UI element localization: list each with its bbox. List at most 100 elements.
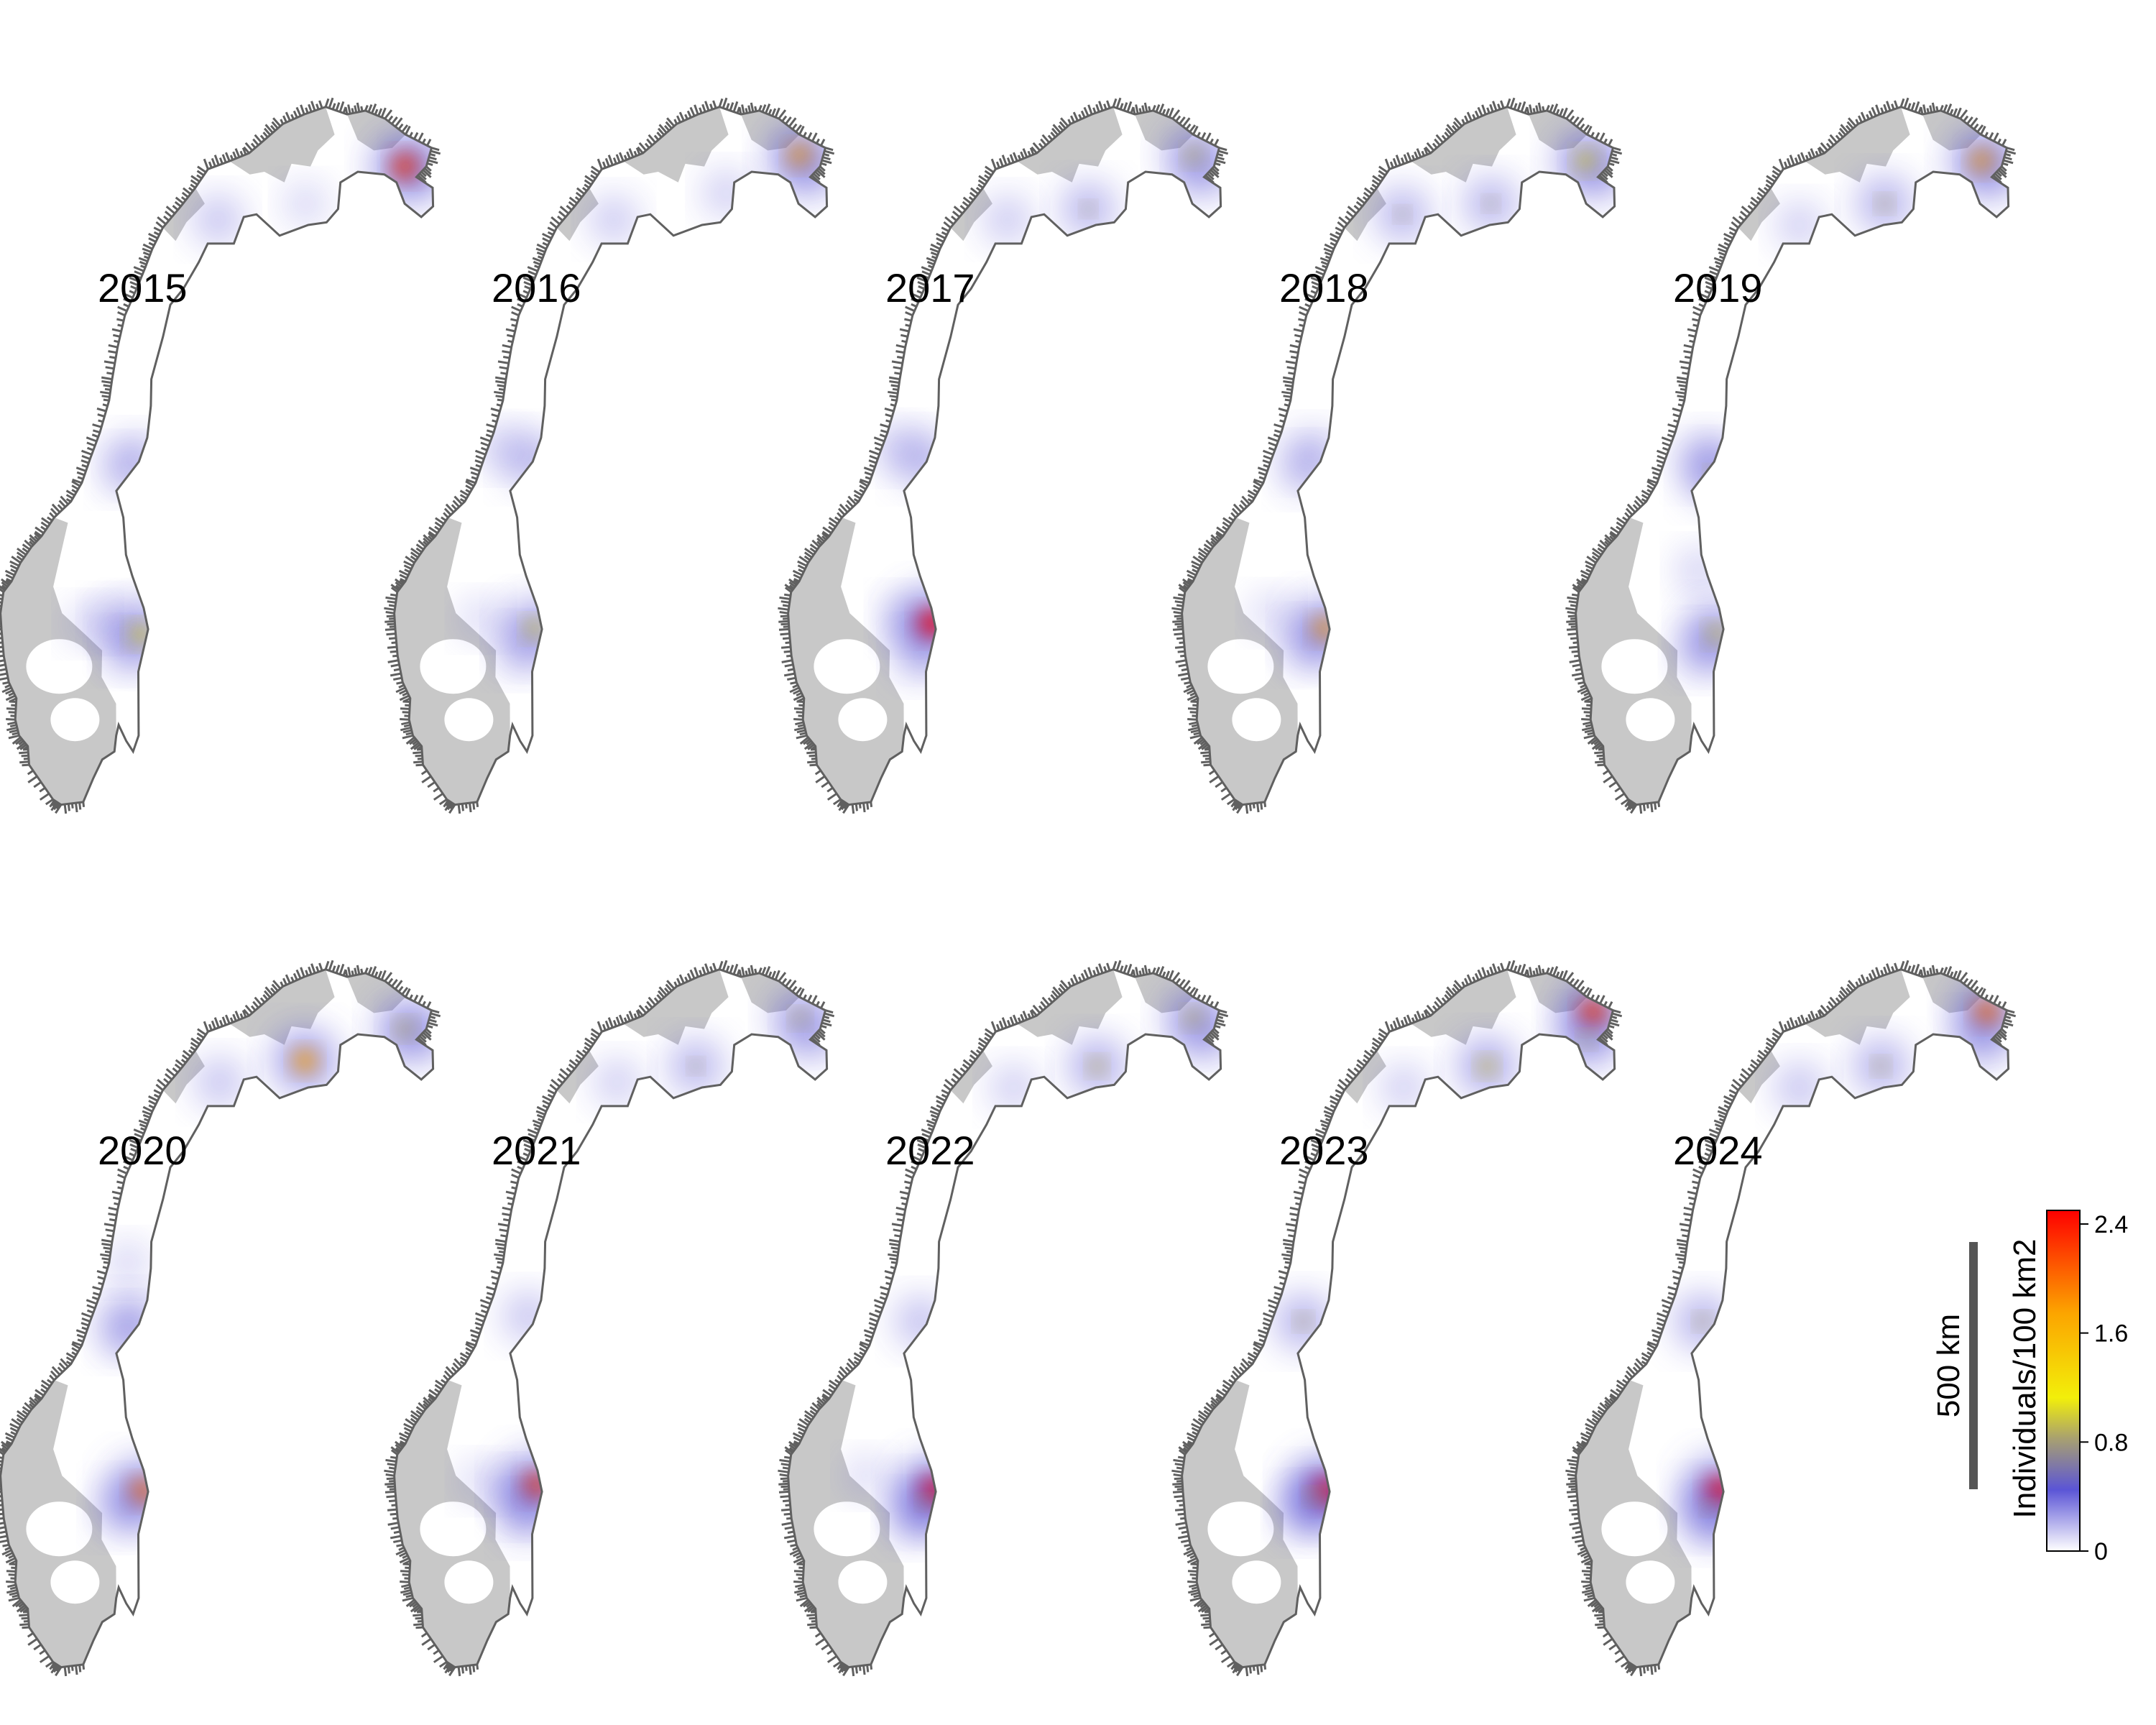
density-hotspot-halo <box>790 1011 827 1057</box>
fjord-coastline <box>0 97 441 814</box>
density-hotspot-halo <box>396 1011 433 1057</box>
map-panel-2021: 2021 <box>384 960 835 1677</box>
country-border <box>787 106 1222 806</box>
habitat-patch <box>1601 1501 1668 1557</box>
density-hotspot-halo <box>109 1243 147 1282</box>
habitat-patch <box>838 698 888 742</box>
density-hotspot-core <box>1089 1059 1105 1074</box>
grey-region <box>1411 106 1516 183</box>
density-hotspot-halo <box>1973 150 2009 193</box>
density-hotspot-core <box>1874 1059 1887 1072</box>
year-label: 2021 <box>492 1128 581 1173</box>
map-panel-2023: 2023 <box>1171 960 1623 1677</box>
year-label: 2019 <box>1673 265 1763 310</box>
non-habitat-areas <box>788 106 1194 805</box>
density-hotspot-halo <box>69 605 106 643</box>
country-border <box>0 106 435 806</box>
density-hotspot-halo <box>104 448 146 491</box>
grey-region <box>229 106 335 183</box>
fjord-coastline <box>384 97 835 814</box>
habitat-patch <box>444 698 494 742</box>
year-label: 2022 <box>885 1128 975 1173</box>
norway-land <box>1181 106 1615 805</box>
non-habitat-areas <box>394 106 800 805</box>
grey-region <box>623 969 729 1045</box>
habitat-patch <box>1232 698 1281 742</box>
legend-tick-label: 2.4 <box>2094 1211 2128 1238</box>
map-panel-2015: 2015 <box>0 97 441 814</box>
fjord-coastline <box>1565 960 2017 1677</box>
density-hotspot-halo <box>198 1059 242 1105</box>
habitat-patch <box>1601 639 1668 694</box>
density-hotspot-halo <box>462 600 499 637</box>
non-habitat-areas <box>394 969 800 1668</box>
habitat-patch <box>1207 1501 1274 1557</box>
habitat-patch <box>1207 639 1274 694</box>
habitat-patch <box>50 1560 100 1604</box>
density-hotspot-core <box>1580 1033 1593 1046</box>
habitat-patch <box>814 1501 880 1557</box>
density-hotspot-halo <box>100 1484 148 1532</box>
density-hotspot-halo <box>893 1496 937 1541</box>
fjord-coastline <box>1171 97 1623 814</box>
density-hotspot-core <box>690 1061 701 1072</box>
fjord-coastline <box>1565 97 2017 814</box>
density-hotspot-halo <box>1383 1067 1424 1108</box>
density-hotspot-halo <box>1688 449 1740 500</box>
density-hotspot-halo <box>462 1463 499 1499</box>
habitat-patch <box>50 698 100 742</box>
density-hotspot-halo <box>878 428 920 469</box>
density-hotspot-halo <box>286 185 325 223</box>
country-border <box>393 106 829 806</box>
density-hotspot-halo <box>986 198 1029 242</box>
non-habitat-areas <box>0 969 406 1668</box>
density-hotspot-halo <box>884 598 926 640</box>
density-hotspot-core <box>1878 197 1892 210</box>
density-hotspot-halo <box>1283 1490 1330 1536</box>
density-hotspot-halo <box>848 1457 885 1494</box>
year-label: 2016 <box>492 265 581 310</box>
legend: 2.4 1.6 0.8 0 Individuals/100 km2 <box>2007 1210 2128 1565</box>
grey-region <box>347 972 406 1013</box>
habitat-patch <box>838 1560 888 1604</box>
country-border <box>393 968 829 1669</box>
legend-title: Individuals/100 km2 <box>2007 1239 2042 1519</box>
non-habitat-areas <box>0 106 406 805</box>
grey-region <box>950 1050 992 1104</box>
grey-region <box>556 188 599 242</box>
density-hotspot-halo <box>1283 448 1326 492</box>
map-panel-2016: 2016 <box>384 97 835 814</box>
country-border <box>0 968 435 1669</box>
map-panel-2024: 2024 <box>1565 960 2017 1677</box>
density-hotspot-halo <box>398 150 433 193</box>
non-habitat-areas <box>1575 106 1981 805</box>
density-hotspot-core <box>1485 198 1496 209</box>
norway-land <box>788 969 1221 1668</box>
density-hotspot-core <box>1083 203 1094 215</box>
grey-region <box>1344 1050 1386 1104</box>
grey-region <box>229 969 335 1045</box>
grey-region <box>162 1050 205 1104</box>
legend-color-bar <box>2046 1210 2081 1552</box>
year-label: 2023 <box>1279 1128 1369 1173</box>
year-label: 2024 <box>1673 1128 1763 1173</box>
density-hotspot-halo <box>1777 1065 1822 1110</box>
density-hotspot-core <box>1696 1315 1709 1328</box>
norway-land <box>394 106 827 805</box>
density-hotspot-halo <box>500 629 544 672</box>
map-panel-2020: 2020 <box>0 960 441 1677</box>
density-hotspot-halo <box>105 631 144 670</box>
density-hotspot-core <box>1296 1315 1310 1328</box>
grey-region <box>162 188 205 242</box>
fjord-coastline <box>778 960 1229 1677</box>
habitat-patch <box>26 1501 93 1557</box>
habitat-patch <box>1626 1560 1675 1604</box>
non-habitat-areas <box>788 969 1194 1668</box>
grey-region <box>556 1050 599 1104</box>
density-hotspot-core <box>1397 208 1408 220</box>
legend-tick-label: 0 <box>2094 1538 2108 1565</box>
habitat-patch <box>1626 698 1675 742</box>
density-hotspot-core <box>1479 1058 1496 1075</box>
fjord-coastline <box>0 960 441 1677</box>
map-panel-2017: 2017 <box>778 97 1229 814</box>
